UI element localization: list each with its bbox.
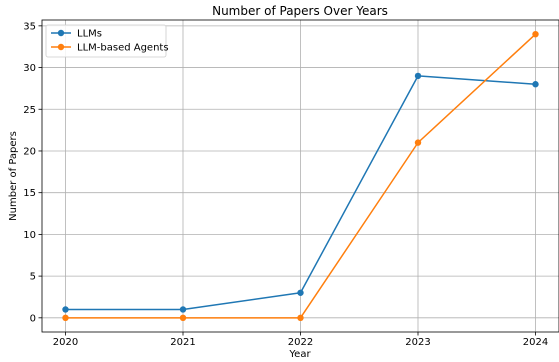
y-tick-label: 30	[23, 63, 36, 74]
series-layer	[62, 30, 539, 322]
plot-frame	[41, 19, 559, 333]
y-tick-label: 10	[23, 230, 36, 241]
data-point-llms	[179, 306, 187, 313]
legend-llms-marker	[57, 29, 65, 37]
data-point-llm-based-agents	[62, 314, 69, 322]
data-point-llms	[532, 81, 539, 88]
x-axis-title: Year	[288, 349, 311, 360]
data-point-llm-based-agents	[179, 314, 187, 322]
legend-agents-label: LLM-based Agents	[77, 43, 169, 54]
legend: LLMs LLM-based Agents	[45, 24, 169, 58]
y-tick-label: 20	[23, 146, 36, 157]
data-point-llms	[414, 72, 422, 80]
y-tick-label: 5	[30, 272, 36, 283]
data-point-llms	[297, 289, 304, 296]
x-tick-label: 2022	[288, 337, 313, 348]
y-axis-ticks: 0 5 10 15 20 25 30 35	[23, 21, 42, 324]
y-tick-label: 15	[23, 188, 36, 199]
y-tick-label: 25	[23, 105, 36, 116]
legend-box	[45, 24, 167, 58]
legend-agents-marker	[57, 43, 65, 51]
y-axis-title: Number of Papers	[8, 131, 19, 221]
grid	[42, 20, 559, 332]
x-tick-label: 2023	[405, 337, 430, 348]
data-point-llm-based-agents	[532, 30, 539, 38]
x-tick-label: 2024	[523, 337, 548, 348]
chart-title: Number of Papers Over Years	[212, 4, 388, 18]
data-point-llms	[62, 306, 69, 313]
y-tick-label: 35	[23, 21, 36, 32]
x-tick-label: 2020	[53, 337, 78, 348]
x-tick-label: 2021	[170, 337, 195, 348]
x-axis-ticks: 2020 2021 2022 2023 2024	[53, 332, 548, 348]
legend-llms-label: LLMs	[77, 29, 102, 40]
y-tick-label: 0	[30, 313, 36, 324]
data-point-llm-based-agents	[297, 314, 304, 322]
data-point-llm-based-agents	[414, 139, 422, 146]
